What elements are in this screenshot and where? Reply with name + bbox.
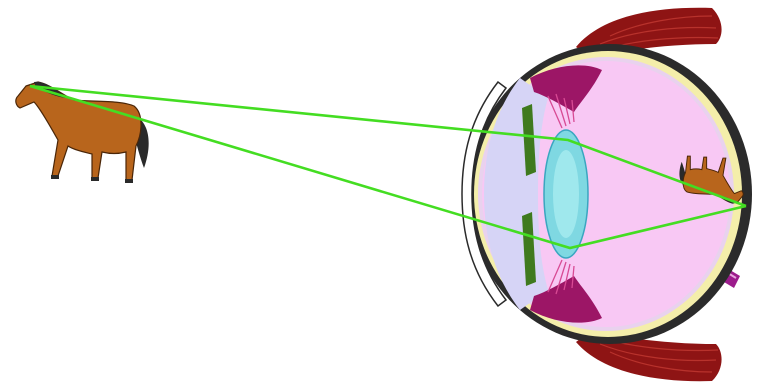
- light-ray-lower: [29, 84, 747, 250]
- horse-icon: [15, 81, 149, 183]
- iris-lower: [522, 212, 536, 286]
- iris-upper: [522, 104, 536, 176]
- ciliary-body-upper: [530, 65, 602, 129]
- light-rays: [29, 84, 747, 250]
- cornea: [461, 80, 508, 308]
- inverted-horse-image-icon: [679, 155, 744, 204]
- vitreous-body: [482, 61, 730, 327]
- light-ray-upper: [29, 84, 747, 208]
- ciliary-body-lower: [530, 259, 602, 323]
